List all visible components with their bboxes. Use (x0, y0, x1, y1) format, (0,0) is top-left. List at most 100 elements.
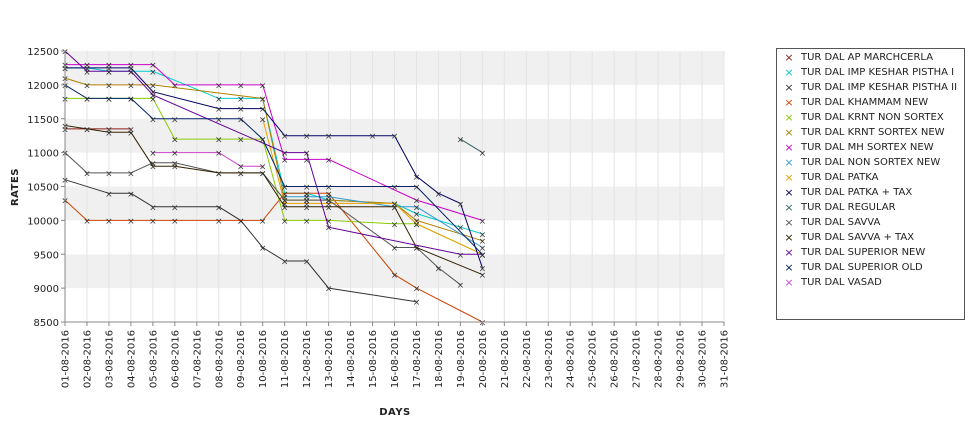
data-point-marker: × (171, 203, 179, 213)
data-point-marker: × (325, 156, 333, 166)
data-point-marker: × (259, 105, 267, 115)
series-group: ××××××××××××××× (61, 122, 486, 281)
data-point-marker: × (281, 149, 289, 159)
data-point-marker: × (325, 200, 333, 210)
x-tick-label: 10-08-2016 (258, 330, 269, 388)
data-point-marker: × (171, 149, 179, 159)
data-point-marker: × (83, 125, 91, 135)
data-point-marker: × (237, 115, 245, 125)
data-point-marker: × (413, 220, 421, 230)
data-point-marker: × (303, 217, 311, 227)
legend-item: × TUR DAL KHAMMAM NEW (777, 97, 964, 108)
legend-label: TUR DAL IMP KESHAR PISTHA I (801, 67, 955, 78)
data-point-marker: × (215, 203, 223, 213)
data-point-marker: × (457, 251, 465, 261)
data-point-marker: × (127, 217, 135, 227)
data-point-marker: × (479, 217, 487, 227)
data-point-marker: × (479, 244, 487, 254)
legend-item: × TUR DAL SUPERIOR OLD (777, 262, 964, 273)
data-point-marker: × (83, 95, 91, 105)
series-group: ×× × × ××× (259, 115, 486, 261)
data-point-marker: × (281, 156, 289, 166)
data-point-marker: × (369, 132, 377, 142)
data-point-marker: × (259, 169, 267, 179)
series-line (64, 179, 417, 303)
data-point-marker: × (413, 217, 421, 227)
data-point-marker: × (149, 163, 157, 173)
x-tick-label: 25-08-2016 (588, 330, 599, 388)
y-tick-label: 10000 (27, 216, 59, 227)
legend-marker-icon: × (784, 216, 794, 229)
data-point-marker: × (391, 200, 399, 210)
data-point-marker: × (391, 244, 399, 254)
data-point-marker: × (391, 200, 399, 210)
data-point-marker: × (215, 105, 223, 115)
legend-item: × TUR DAL REGULAR (777, 202, 964, 213)
y-tick-label: 9000 (34, 284, 59, 295)
y-tick-label: 10500 (27, 183, 59, 194)
data-point-marker: × (457, 224, 465, 234)
data-point-marker: × (259, 81, 267, 91)
x-tick-label: 05-08-2016 (148, 330, 159, 388)
data-point-marker: × (149, 217, 157, 227)
x-tick-label: 23-08-2016 (544, 330, 555, 388)
series-line (65, 67, 483, 268)
y-tick-label: 11000 (27, 149, 59, 160)
data-point-marker: × (457, 136, 465, 146)
data-point-marker: × (303, 203, 311, 213)
legend-label: TUR DAL SAVVA (801, 217, 881, 228)
legend-item: × TUR DAL SAVVA (777, 217, 964, 228)
legend-item: × TUR DAL PATKA + TAX (777, 187, 964, 198)
data-point-marker: × (149, 68, 157, 78)
data-point-marker: × (413, 183, 421, 193)
legend-marker-icon: × (784, 96, 794, 109)
data-point-marker: × (391, 132, 399, 142)
legend-marker-icon: × (784, 156, 794, 169)
data-point-marker: × (149, 149, 157, 159)
legend-marker-icon: × (784, 66, 794, 79)
legend-item: × TUR DAL SAVVA + TAX (777, 232, 964, 243)
data-point-marker: × (413, 285, 421, 295)
data-point-marker: × (149, 95, 157, 105)
legend-label: TUR DAL IMP KESHAR PISTHA II (801, 82, 958, 93)
data-point-marker: × (237, 217, 245, 227)
data-point-marker: × (325, 132, 333, 142)
x-tick-label: 13-08-2016 (324, 330, 335, 388)
data-point-marker: × (325, 203, 333, 213)
data-point-marker: × (149, 115, 157, 125)
x-tick-label: 15-08-2016 (368, 330, 379, 388)
x-tick-label: 07-08-2016 (192, 330, 203, 388)
x-tick-label: 11-08-2016 (280, 330, 291, 388)
data-point-marker: × (325, 197, 333, 207)
data-point-marker: × (479, 264, 487, 274)
data-point-marker: × (281, 132, 289, 142)
legend-label: TUR DAL KHAMMAM NEW (801, 97, 929, 108)
data-point-marker: × (105, 95, 113, 105)
data-point-marker: × (149, 61, 157, 71)
data-point-marker: × (391, 183, 399, 193)
data-point-marker: × (259, 217, 267, 227)
data-point-marker: × (127, 64, 135, 74)
series-line (64, 84, 483, 255)
data-point-marker: × (325, 217, 333, 227)
legend-label: TUR DAL PATKA (801, 172, 879, 183)
data-point-marker: × (171, 136, 179, 146)
data-point-marker: × (149, 81, 157, 91)
data-point-marker: × (259, 169, 267, 179)
x-tick-labels: 01-08-2016 02-08-2016 03-08-2016 04-08-2016… (61, 322, 731, 388)
data-point-marker: × (457, 200, 465, 210)
y-tick-label: 12000 (27, 81, 59, 92)
series-group: × × × × × × × × × × × × × × × (61, 190, 486, 329)
data-point-marker: × (237, 136, 245, 146)
data-point-marker: × (259, 115, 267, 125)
legend-marker-icon: × (784, 276, 794, 289)
data-point-marker: × (479, 251, 487, 261)
data-point-marker: × (325, 285, 333, 295)
x-tick-label: 12-08-2016 (302, 330, 313, 388)
legend-label: TUR DAL SUPERIOR OLD (801, 262, 923, 273)
data-point-marker: × (127, 81, 135, 91)
data-point-marker: × (479, 149, 487, 159)
data-point-marker: × (83, 217, 91, 227)
y-tick-labels: 8500 9000 9500 10000 10500 11000 11500 12000 125… (27, 47, 65, 329)
legend-label: TUR DAL VASAD (801, 277, 882, 288)
